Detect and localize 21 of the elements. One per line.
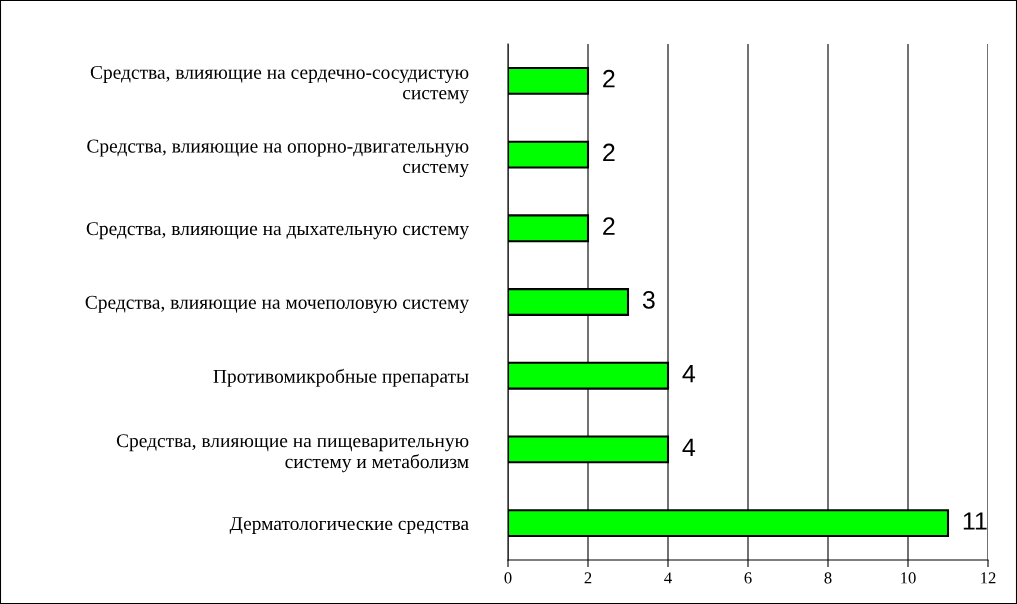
data-label: 2 [603, 143, 615, 162]
data-label: 2 [603, 69, 615, 88]
data-label: 2 [603, 217, 615, 235]
data-label: 4 [682, 364, 696, 383]
y-tick-label: Противомикробные препараты [213, 368, 469, 387]
y-tick-label: Средства, влияющие на пищеварительную систему и метаболизм [116, 434, 469, 473]
x-tick-label: 8 [824, 572, 832, 584]
y-tick-label: Средства, влияющие на дыхательную систему [86, 222, 470, 240]
x-tick-label: 6 [744, 572, 752, 584]
x-tick-label: 2 [584, 572, 592, 584]
x-tick-label: 10 [901, 572, 916, 584]
x-tick-label: 12 [981, 572, 996, 584]
y-tick-label: Средства, влияющие на опорно-двигательную систему [87, 139, 470, 178]
x-tick-label: 0 [504, 572, 512, 584]
data-label: 11 [963, 512, 987, 530]
x-tick-label: 4 [664, 572, 672, 584]
y-tick-label: Средства, влияющие на сердечно-сосудистую систему [90, 65, 470, 104]
y-tick-label: Дерматологические средства [229, 517, 469, 535]
data-label: 3 [642, 291, 655, 309]
y-tick-label: Средства, влияющие на мочеполовую систему [85, 295, 470, 313]
data-label: 4 [682, 438, 696, 456]
